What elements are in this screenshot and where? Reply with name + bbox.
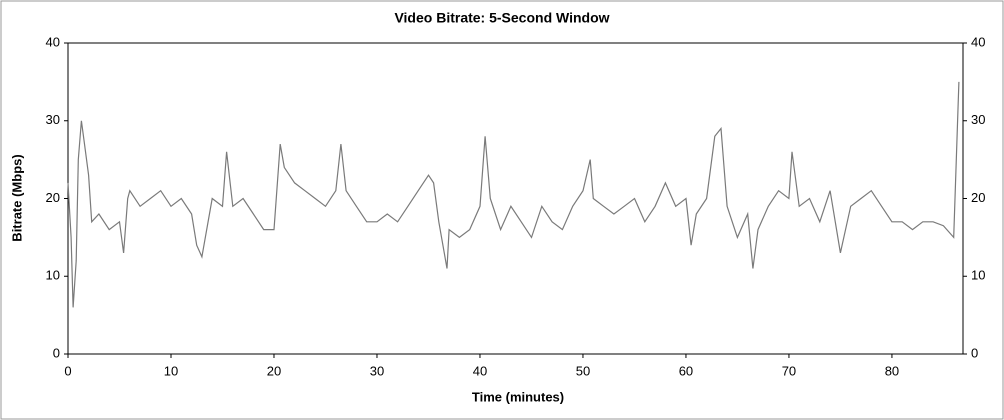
y2-tick-label: 20	[971, 190, 985, 205]
y2-tick-label: 10	[971, 268, 985, 283]
y-tick-label: 30	[46, 112, 60, 127]
x-tick-label: 60	[679, 363, 693, 378]
y2-tick-label: 30	[971, 112, 985, 127]
x-tick-label: 40	[473, 363, 487, 378]
x-tick-label: 80	[885, 363, 899, 378]
data-line	[67, 81, 960, 308]
x-tick-label: 20	[267, 363, 281, 378]
y-axis-label: Bitrate (Mbps)	[9, 154, 24, 241]
x-axis-label: Time (minutes)	[472, 389, 564, 404]
y-tick-label: 40	[46, 34, 60, 49]
chart-title: Video Bitrate: 5-Second Window	[394, 10, 609, 26]
y2-tick-label: 0	[971, 345, 978, 360]
x-tick-label: 0	[64, 363, 71, 378]
y-tick-label: 0	[53, 345, 60, 360]
x-tick-label: 30	[370, 363, 384, 378]
x-tick-label: 10	[164, 363, 178, 378]
y2-tick-label: 40	[971, 34, 985, 49]
y-tick-label: 10	[46, 268, 60, 283]
x-tick-label: 70	[782, 363, 796, 378]
x-tick-label: 50	[576, 363, 590, 378]
y-tick-label: 20	[46, 190, 60, 205]
